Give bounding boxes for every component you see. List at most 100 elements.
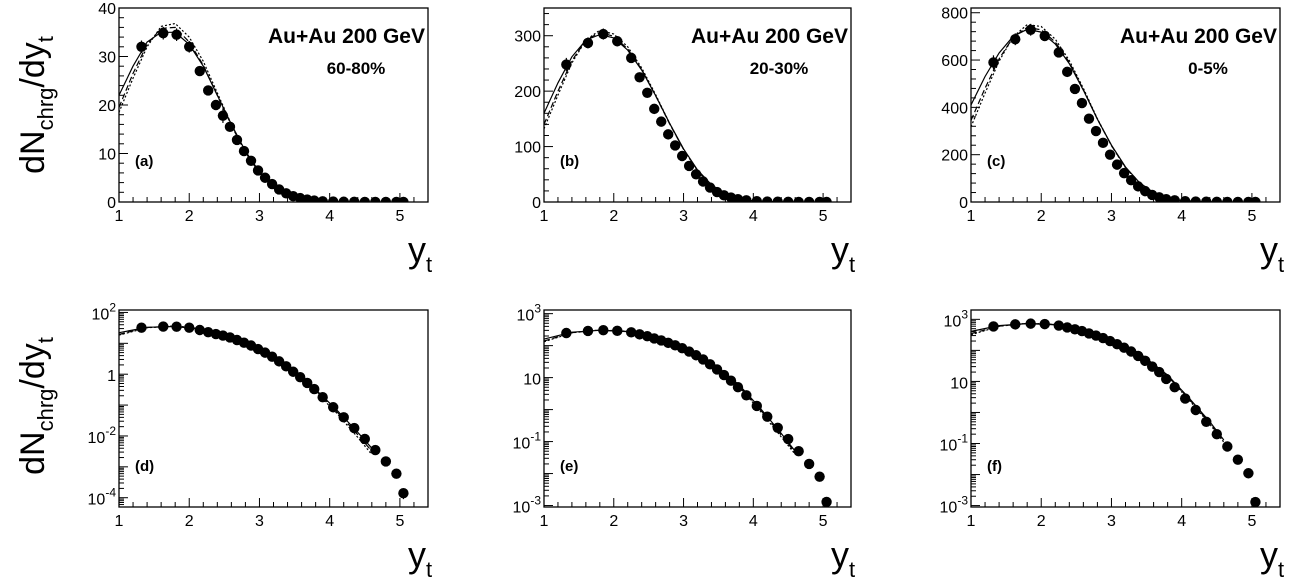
y-tick-label: 10-1 — [940, 432, 969, 455]
panel-e: 1 2 3 4 5 103 10 10-1 10-3 (e) yt — [513, 302, 856, 581]
x-axis-label: yt — [408, 534, 432, 581]
data-point — [697, 176, 709, 187]
panel-c: 1 2 3 4 5 0 200 400 600 800 (c) Au+Au 200 GeV 0-5% yt — [941, 6, 1284, 277]
data-point — [349, 422, 360, 434]
data-point — [194, 324, 205, 336]
x-tick-label: 3 — [1107, 513, 1116, 530]
centrality-label: 0-5% — [1188, 59, 1228, 78]
x-tick-label: 5 — [819, 513, 828, 530]
data-point — [184, 41, 195, 52]
data-point — [359, 196, 370, 202]
panel-label: (d) — [135, 458, 154, 475]
data-point — [1025, 24, 1036, 35]
x-tick-label: 5 — [1247, 208, 1256, 225]
data-point — [398, 196, 409, 202]
x-axis-label: yt — [1260, 534, 1284, 581]
x-tick-label: 2 — [185, 208, 194, 225]
x-tick-label: 3 — [255, 513, 264, 530]
model-curve-solid — [544, 329, 796, 452]
data-point — [1010, 34, 1021, 45]
panel-label: (f) — [987, 458, 1002, 475]
data-point — [359, 433, 370, 445]
y-tick-label: 102 — [92, 300, 117, 323]
model-curve-dotted — [544, 29, 775, 202]
data-point — [1097, 137, 1109, 149]
panel-label: (e) — [560, 458, 578, 475]
data-point — [612, 36, 623, 47]
data-point — [725, 375, 737, 386]
data-point — [302, 377, 313, 389]
data-point — [136, 41, 147, 52]
y-tick-label: 20 — [98, 98, 116, 115]
panel-a: 1 2 3 4 5 0 10 20 30 40 (a) Au+Au 200 GeV 60-80% yt — [98, 1, 432, 277]
x-tick-label: 4 — [1177, 208, 1186, 225]
model-curve-solid — [971, 322, 1225, 441]
x-tick-label: 1 — [540, 513, 549, 530]
model-curve-dotted — [119, 22, 351, 202]
data-point — [210, 99, 222, 111]
y-tick-label: 10-2 — [88, 424, 117, 447]
data-point — [751, 195, 763, 202]
model-curve-dashed — [971, 322, 1225, 442]
y-axis-label-row-2: dNchrg/dyt — [14, 337, 58, 475]
data-point — [598, 325, 609, 336]
x-tick-label: 5 — [819, 208, 828, 225]
y-tick-label: 0 — [107, 195, 116, 212]
x-tick-label: 5 — [395, 208, 404, 225]
data-point — [259, 172, 271, 183]
data-point — [662, 129, 674, 140]
data-point — [1211, 196, 1222, 202]
data-point — [1076, 97, 1088, 109]
x-tick-label: 3 — [255, 208, 264, 225]
plot-frame — [970, 309, 1281, 508]
x-axis-label: yt — [831, 534, 855, 581]
data-point — [793, 196, 804, 202]
model-curve-solid — [119, 31, 365, 202]
data-point — [582, 37, 594, 49]
panel-b: 1 2 3 4 5 0 100 200 300 (b) Au+Au 200 GeV 20-30% yt — [514, 7, 855, 277]
data-point — [238, 145, 250, 157]
model-curve-dotted — [971, 322, 1225, 443]
x-tick-label: 2 — [1037, 513, 1046, 530]
data-point — [309, 195, 320, 202]
data-point — [732, 194, 744, 202]
data-point — [683, 160, 695, 172]
data-point — [1179, 195, 1191, 202]
panel-f: 1 2 3 4 5 103 10 10-1 10-3 (f) yt — [940, 307, 1285, 581]
collision-system-label: Au+Au 200 GeV — [691, 25, 848, 48]
data-point — [1222, 196, 1233, 202]
data-point — [1069, 83, 1081, 95]
data-point — [1053, 320, 1064, 331]
data-point — [1125, 175, 1137, 186]
model-curve-solid — [971, 28, 1224, 202]
x-tick-label: 1 — [115, 208, 124, 225]
data-point — [280, 361, 292, 372]
data-point — [1053, 47, 1064, 58]
data-point — [1169, 382, 1180, 393]
y-tick-label: 200 — [514, 84, 541, 101]
data-point — [690, 169, 702, 180]
plot-frame — [543, 309, 852, 508]
data-point — [626, 327, 637, 338]
data-point — [224, 121, 236, 133]
data-point — [803, 458, 815, 470]
data-point — [327, 402, 339, 413]
model-curve-dotted — [544, 329, 796, 455]
panel-label: (a) — [135, 153, 153, 170]
x-axis-label: yt — [408, 229, 432, 277]
data-point — [1232, 454, 1244, 465]
data-point — [380, 196, 392, 202]
collision-system-label: Au+Au 200 GeV — [1120, 25, 1277, 48]
data-point — [741, 390, 752, 401]
data-point — [821, 196, 832, 202]
data-point — [1139, 355, 1151, 367]
data-point — [171, 321, 182, 332]
data-point — [252, 165, 264, 176]
x-tick-label: 3 — [1107, 208, 1116, 225]
data-point — [1083, 113, 1095, 124]
data-point — [1039, 30, 1050, 42]
data-point — [158, 321, 169, 332]
data-point — [656, 116, 667, 127]
model-curve-dotted — [971, 23, 1203, 202]
